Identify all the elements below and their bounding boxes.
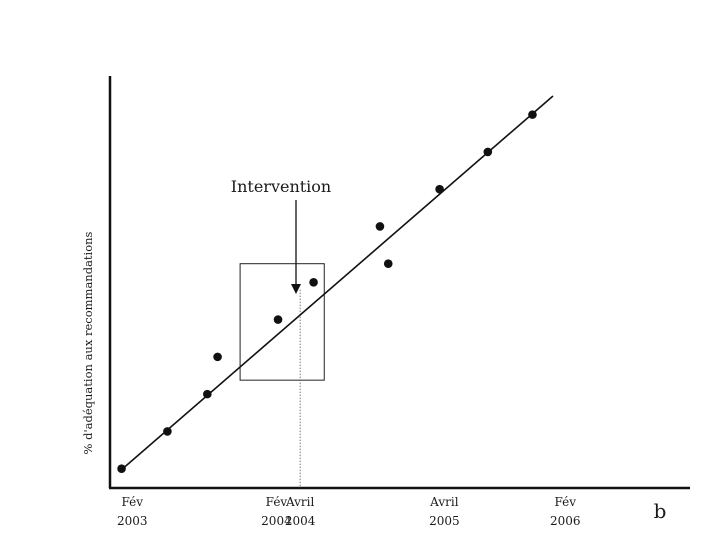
- data-point: [309, 278, 318, 287]
- data-point: [213, 352, 222, 362]
- x-tick-label-line2: 2004: [285, 514, 316, 528]
- x-tick-label-line1: Avril: [429, 495, 459, 509]
- x-tick-label-line2: 2006: [550, 514, 581, 528]
- x-tick-label-line2: 2005: [429, 514, 460, 528]
- x-tick-label-line2: 2004: [261, 514, 292, 528]
- intervention-box: [239, 263, 325, 381]
- data-point: [273, 315, 283, 324]
- x-tick-label-line1: Avril: [285, 495, 315, 509]
- trend-line: [119, 95, 554, 472]
- annotations: Intervention: [231, 177, 331, 488]
- intervention-arrow-head: [291, 284, 301, 294]
- y-axis-label: % d'adéquation aux recommandations: [81, 231, 95, 454]
- x-tick: Fév 2004: [261, 495, 292, 528]
- data-point: [163, 427, 172, 436]
- x-tick: Avril 2004: [285, 495, 316, 528]
- x-tick: Avril 2005: [429, 495, 460, 528]
- x-tick: Fév 2006: [550, 495, 581, 528]
- series: [117, 95, 554, 473]
- x-ticks: Fév 2003 Fév 2004 Avril 2004 Avril 2005 Fév 2006: [117, 495, 581, 528]
- x-tick-label-line1: Fév: [121, 495, 143, 509]
- panel-letter: b: [654, 499, 667, 523]
- data-point: [375, 222, 385, 231]
- x-tick-label-line1: Fév: [266, 495, 288, 509]
- intervention-label: Intervention: [231, 177, 331, 196]
- data-point: [383, 259, 393, 269]
- x-tick: Fév 2003: [117, 495, 148, 528]
- x-tick-label-line2: 2003: [117, 514, 148, 528]
- x-tick-label-line1: Fév: [554, 495, 576, 509]
